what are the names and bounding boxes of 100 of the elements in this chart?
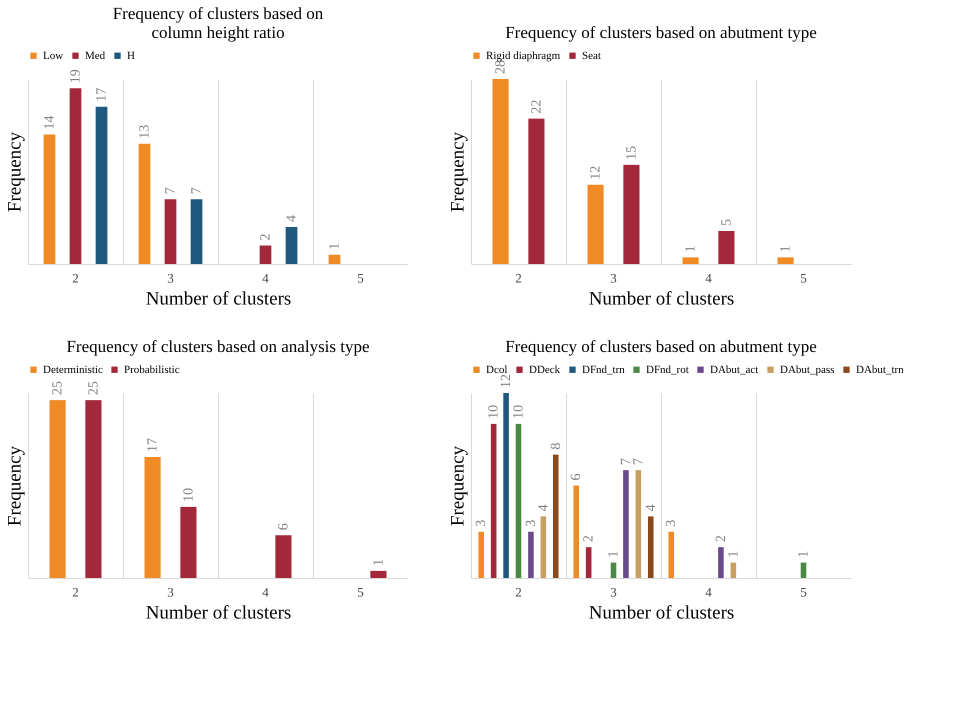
bar: [96, 106, 108, 264]
bar: [586, 547, 592, 578]
x-tick-label: 3: [610, 270, 617, 286]
bar: [328, 254, 340, 264]
chart-title: Frequency of clusters based on analysis type: [66, 337, 370, 356]
data-label: 4: [644, 504, 659, 512]
data-label: 4: [284, 215, 300, 222]
data-label: 6: [276, 523, 292, 530]
data-label: 13: [137, 124, 152, 139]
data-label: 1: [606, 550, 622, 558]
bar: [50, 400, 66, 578]
bar: [730, 562, 736, 578]
y-axis-title: Frequency: [4, 131, 26, 212]
bar: [588, 184, 604, 264]
chart-title: Frequency of clusters based on column height ratio: [112, 4, 324, 42]
data-label: 10: [512, 404, 526, 419]
bar: [623, 470, 629, 578]
x-tick-label: 3: [167, 270, 174, 286]
data-label: 14: [42, 116, 58, 130]
bar: [190, 199, 202, 264]
legend-label: DAbut_pass: [780, 364, 834, 376]
x-tick-label: 5: [800, 270, 807, 286]
bar: [528, 532, 534, 578]
x-tick-label: 2: [515, 270, 522, 286]
legend-label: Seat: [582, 50, 601, 62]
bar: [286, 227, 298, 264]
bar: [778, 257, 794, 264]
bar: [718, 547, 724, 578]
x-tick-label: 5: [357, 584, 364, 600]
legend-label: Probabilistic: [124, 364, 180, 376]
data-label: 6: [569, 474, 584, 480]
x-axis-title: Number of clusters: [588, 602, 734, 624]
chart-title: Frequency of clusters based on abutment type: [505, 23, 817, 42]
data-label: 10: [486, 404, 502, 419]
data-label: 5: [719, 218, 734, 226]
data-label: 7: [190, 187, 205, 194]
bar: [85, 400, 102, 578]
data-label: 3: [664, 520, 680, 527]
data-label: 1: [778, 245, 794, 252]
bar: [636, 470, 642, 578]
bar: [573, 486, 580, 578]
bar: [668, 532, 674, 578]
data-label: 3: [474, 520, 490, 527]
data-label: 4: [536, 504, 552, 512]
data-label: 17: [146, 438, 161, 452]
x-axis-title: Number of clusters: [146, 602, 292, 624]
data-label: 12: [588, 166, 604, 180]
x-tick-label: 5: [800, 584, 807, 600]
legend-label: DFnd_rot: [646, 364, 689, 376]
data-label: 17: [94, 88, 110, 102]
bar: [275, 535, 292, 578]
data-label: 7: [631, 458, 646, 466]
data-label: 2: [582, 535, 597, 542]
x-tick-label: 4: [705, 270, 712, 286]
x-tick-label: 5: [357, 270, 364, 286]
data-label: 1: [796, 550, 812, 558]
legend-label: DDeck: [529, 364, 561, 376]
x-axis-title: Number of clusters: [588, 288, 734, 310]
chart-title: Frequency of clusters based on abutment type: [505, 337, 817, 356]
bar: [164, 199, 176, 264]
bar: [718, 230, 734, 264]
data-label: 12: [499, 374, 514, 388]
bar: [540, 516, 546, 578]
legend-label: Deterministic: [43, 364, 103, 376]
data-label: 1: [327, 242, 342, 250]
data-label: 10: [181, 488, 196, 502]
data-label: 2: [714, 535, 729, 542]
x-tick-label: 2: [72, 270, 79, 286]
bar: [138, 144, 150, 264]
bar: [552, 454, 559, 578]
x-tick-label: 3: [167, 584, 174, 600]
legend-label: Low: [43, 50, 64, 62]
bar: [648, 516, 654, 578]
bar: [260, 246, 272, 264]
bar: [70, 88, 82, 264]
x-tick-label: 2: [72, 584, 79, 600]
x-tick-label: 4: [705, 584, 712, 600]
legend-label: Dcol: [486, 364, 508, 376]
data-label: 15: [624, 146, 640, 160]
y-axis-title: Frequency: [448, 131, 468, 212]
bar: [682, 257, 699, 264]
data-label: 1: [684, 245, 699, 252]
bar: [180, 506, 196, 578]
x-axis-title: Number of clusters: [146, 288, 292, 310]
data-label: 2: [258, 234, 274, 240]
x-tick-label: 4: [262, 270, 270, 286]
data-label: 1: [371, 558, 386, 566]
legend-label: DFnd_trn: [582, 364, 626, 376]
legend-label: H: [127, 50, 135, 62]
legend-label: Rigid diaphragm: [486, 50, 561, 62]
bar: [528, 118, 544, 264]
x-tick-label: 4: [262, 584, 270, 600]
bar: [490, 424, 496, 578]
bar: [492, 79, 509, 264]
data-label: 19: [68, 69, 84, 84]
bar: [478, 532, 484, 578]
data-label: 7: [618, 458, 634, 466]
legend-label: Med: [85, 50, 106, 62]
data-label: 25: [50, 381, 66, 396]
data-label: 8: [548, 442, 564, 450]
